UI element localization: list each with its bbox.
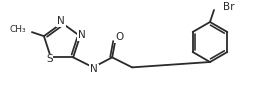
Text: O: O — [115, 32, 123, 42]
Text: N: N — [57, 17, 65, 26]
Text: N: N — [90, 64, 98, 74]
Text: Br: Br — [223, 2, 234, 12]
Text: N: N — [78, 30, 85, 40]
Text: CH₃: CH₃ — [9, 25, 26, 34]
Text: S: S — [46, 54, 53, 64]
